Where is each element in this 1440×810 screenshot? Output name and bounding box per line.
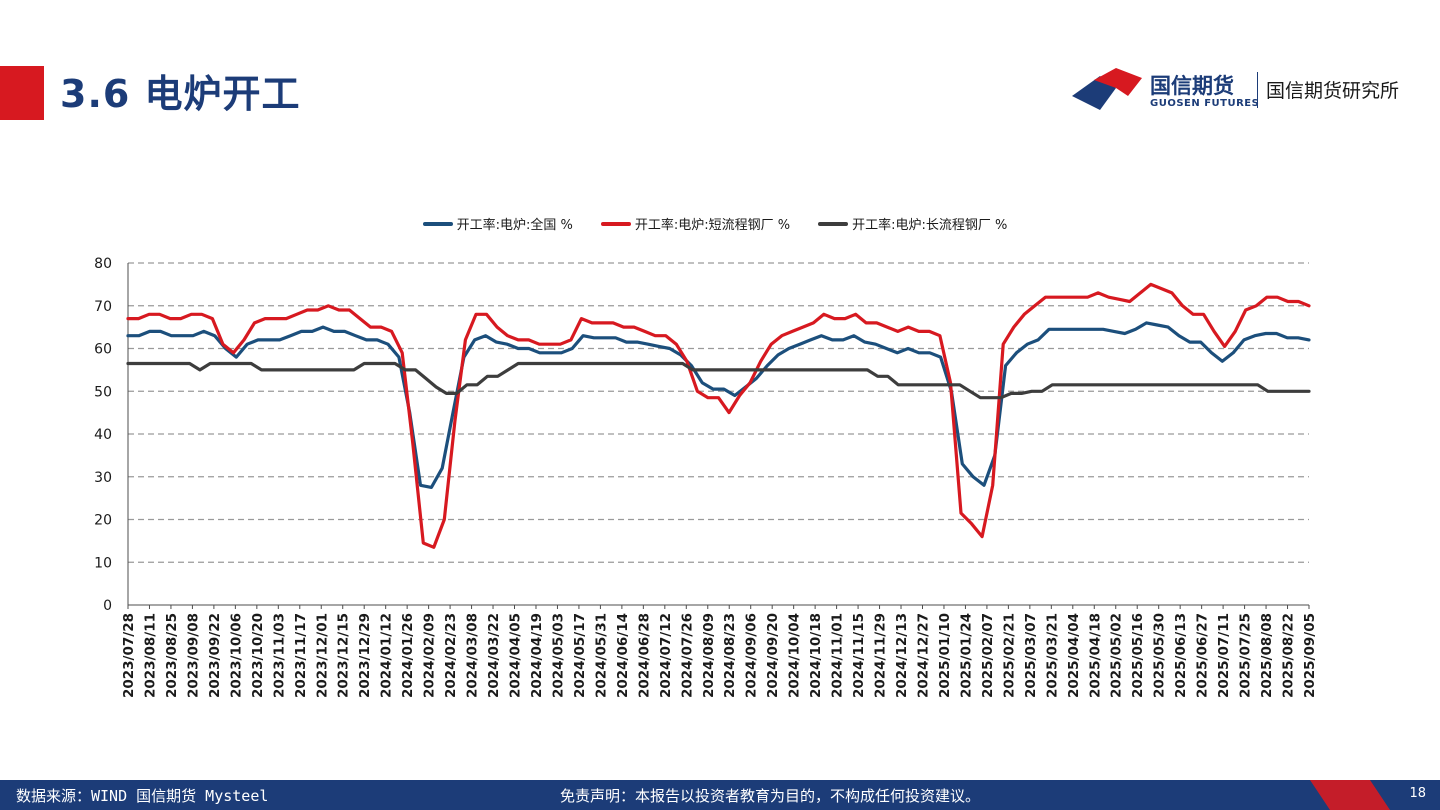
x-tick-label: 2023/07/28 bbox=[121, 613, 137, 698]
x-tick-label: 2025/06/27 bbox=[1195, 613, 1211, 698]
x-tick-label: 2024/05/17 bbox=[572, 613, 588, 698]
x-tick-label: 2025/08/08 bbox=[1259, 613, 1275, 698]
x-tick-label: 2024/02/23 bbox=[443, 613, 459, 698]
x-tick-label: 2024/10/04 bbox=[787, 613, 803, 698]
legend-item-national: 开工率:电炉:全国 % bbox=[422, 214, 573, 233]
line-chart: 0 10 20 30 40 50 60 70 80 2023/07/28 2023/08/11 202… bbox=[94, 256, 1318, 698]
x-tick-label: 2024/03/22 bbox=[486, 613, 502, 698]
x-tick-label: 2025/07/11 bbox=[1216, 613, 1232, 698]
y-tick-label: 40 bbox=[94, 427, 112, 443]
x-tick-label: 2024/11/29 bbox=[873, 613, 889, 698]
y-tick-label: 50 bbox=[94, 384, 112, 400]
x-tick-label: 2023/10/20 bbox=[250, 613, 266, 698]
x-tick-label: 2024/12/27 bbox=[915, 613, 931, 698]
x-tick-label: 2024/04/05 bbox=[508, 613, 524, 698]
series-line-long-process bbox=[126, 361, 1311, 400]
x-tick-label: 2025/05/30 bbox=[1152, 613, 1168, 698]
guosen-logo-icon bbox=[1072, 68, 1142, 110]
x-tick-label: 2023/10/06 bbox=[228, 613, 244, 698]
x-tick-label: 2024/08/23 bbox=[722, 613, 738, 698]
x-tick-label: 2024/02/09 bbox=[422, 613, 438, 698]
x-tick-label: 2024/08/09 bbox=[701, 613, 717, 698]
x-tick-label: 2025/04/18 bbox=[1087, 613, 1103, 698]
x-tick-label: 2023/08/25 bbox=[164, 613, 180, 698]
legend-label-national: 开工率:电炉:全国 % bbox=[456, 218, 573, 233]
x-tick-label: 2025/04/04 bbox=[1066, 613, 1082, 698]
legend-swatch-short-process bbox=[600, 221, 631, 226]
legend-item-short-process: 开工率:电炉:短流程钢厂 % bbox=[600, 214, 791, 233]
x-tick-label: 2023/12/15 bbox=[336, 613, 352, 698]
y-tick-label: 0 bbox=[103, 598, 112, 614]
y-tick-label: 30 bbox=[94, 470, 112, 486]
x-tick-label: 2025/05/02 bbox=[1109, 613, 1125, 698]
footer-accent-shape bbox=[1310, 780, 1390, 810]
x-tick-label: 2023/11/17 bbox=[293, 613, 309, 698]
x-tick-label: 2023/12/01 bbox=[314, 613, 330, 698]
x-tick-label: 2025/03/07 bbox=[1023, 613, 1039, 698]
x-tick-label: 2024/06/14 bbox=[615, 613, 631, 698]
x-tick-label: 2024/04/19 bbox=[529, 613, 545, 698]
logo-chinese-name: 国信期货 bbox=[1150, 74, 1234, 98]
series-line-short-process bbox=[126, 282, 1311, 549]
x-tick-label: 2024/11/01 bbox=[830, 613, 846, 698]
logo-english-name: GUOSEN FUTURES bbox=[1150, 98, 1260, 109]
legend-item-long-process: 开工率:电炉:长流程钢厂 % bbox=[818, 214, 1007, 233]
legend-label-long-process: 开工率:电炉:长流程钢厂 % bbox=[852, 218, 1008, 233]
x-tick-label: 2024/07/26 bbox=[679, 613, 695, 698]
x-tick-label: 2024/01/12 bbox=[379, 613, 395, 698]
legend-swatch-national bbox=[422, 221, 453, 226]
disclaimer: 免责声明：本报告以投资者教育为目的，不构成任何投资建议。 bbox=[560, 787, 981, 805]
x-tick-label: 2023/12/29 bbox=[357, 613, 373, 698]
x-tick-label: 2025/05/16 bbox=[1130, 613, 1146, 698]
logo-divider bbox=[1257, 72, 1258, 108]
chart-legend: 开工率:电炉:全国 % 开工率:电炉:短流程钢厂 % 开工率:电炉:长流程钢厂 … bbox=[80, 214, 1350, 233]
x-tick-label: 2023/09/08 bbox=[185, 613, 201, 698]
x-tick-label: 2024/05/03 bbox=[550, 613, 566, 698]
page-title: 3.6 电炉开工 bbox=[60, 72, 301, 116]
y-tick-label: 20 bbox=[94, 513, 112, 529]
x-tick-label: 2025/02/07 bbox=[980, 613, 996, 698]
footer-bar: 数据来源：WIND 国信期货 Mysteel 免责声明：本报告以投资者教育为目的… bbox=[0, 780, 1440, 810]
y-tick-label: 60 bbox=[94, 342, 112, 358]
x-tick-label: 2024/05/31 bbox=[593, 613, 609, 698]
chart-panel: 开工率:电炉:全国 % 开工率:电炉:短流程钢厂 % 开工率:电炉:长流程钢厂 … bbox=[80, 196, 1350, 720]
series-line-national bbox=[126, 321, 1311, 489]
x-tick-label: 2024/06/28 bbox=[636, 613, 652, 698]
x-tick-label: 2024/01/26 bbox=[400, 613, 416, 698]
x-tick-label: 2025/09/05 bbox=[1302, 613, 1318, 698]
x-tick-label: 2025/06/13 bbox=[1173, 613, 1189, 698]
x-tick-label: 2024/03/08 bbox=[465, 613, 481, 698]
title-accent-bar bbox=[0, 66, 44, 120]
data-source: 数据来源：WIND 国信期货 Mysteel bbox=[16, 787, 269, 805]
company-logo: 国信期货 GUOSEN FUTURES 国信期货研究所 bbox=[1070, 66, 1430, 116]
institute-name: 国信期货研究所 bbox=[1266, 80, 1400, 102]
x-tick-label: 2024/09/20 bbox=[765, 613, 781, 698]
x-tick-label: 2025/02/21 bbox=[1001, 613, 1017, 698]
x-tick-label: 2025/07/25 bbox=[1238, 613, 1254, 698]
x-tick-label: 2023/11/03 bbox=[271, 613, 287, 698]
legend-label-short-process: 开工率:电炉:短流程钢厂 % bbox=[634, 218, 791, 233]
x-tick-label: 2025/01/10 bbox=[937, 613, 953, 698]
x-tick-label: 2024/07/12 bbox=[658, 613, 674, 698]
x-tick-label: 2024/12/13 bbox=[894, 613, 910, 698]
x-tick-label: 2025/03/21 bbox=[1044, 613, 1060, 698]
page-number: 18 bbox=[1409, 786, 1426, 801]
x-tick-label: 2024/10/18 bbox=[808, 613, 824, 698]
x-tick-label: 2023/08/11 bbox=[142, 613, 158, 698]
x-tick-label: 2024/11/15 bbox=[851, 613, 867, 698]
legend-swatch-long-process bbox=[818, 221, 849, 226]
y-tick-label: 10 bbox=[94, 555, 112, 571]
y-tick-label: 80 bbox=[94, 256, 112, 272]
x-tick-label: 2024/09/06 bbox=[744, 613, 760, 698]
y-tick-label: 70 bbox=[94, 299, 112, 315]
x-tick-label: 2025/01/24 bbox=[958, 613, 974, 698]
x-tick-label: 2025/08/22 bbox=[1281, 613, 1297, 698]
x-tick-label: 2023/09/22 bbox=[207, 613, 223, 698]
